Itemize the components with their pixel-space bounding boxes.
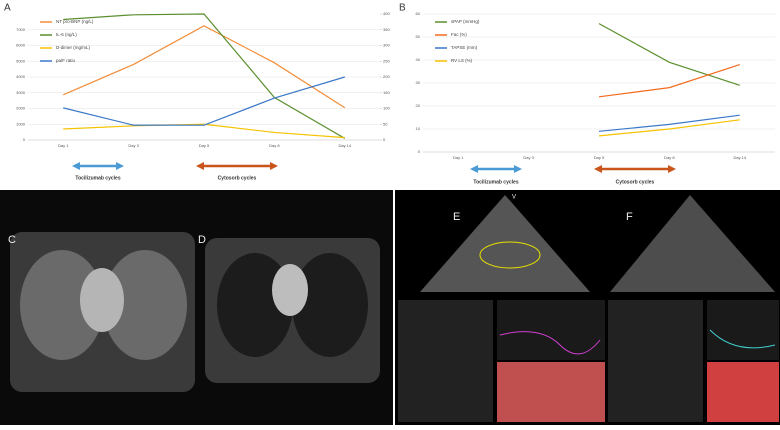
y-tick-label: 1000 xyxy=(16,121,26,126)
panel-label: E xyxy=(453,211,460,223)
y-tick-label: 10 xyxy=(416,126,421,131)
legend-label: sPAP (mmHg) xyxy=(451,19,480,24)
series-line xyxy=(63,13,346,139)
panel-label: B xyxy=(399,3,406,14)
x-tick-label: Day 8 xyxy=(269,143,280,148)
annotation: Cytosorb cycles xyxy=(218,175,257,181)
x-tick-label: Day 1 xyxy=(58,143,69,148)
echo-images: E F V xyxy=(395,190,780,425)
legend-label: D-dimer (mg/mL) xyxy=(56,45,91,50)
panel-label: C xyxy=(8,234,16,246)
strain-curve xyxy=(497,300,605,360)
y-tick-label: 0 xyxy=(418,149,421,154)
strain-map xyxy=(497,362,605,422)
panel-b: B 0 10 20 30 40 50 60 Day 1 Day 3 Day 5 Day 8 Day 14… xyxy=(399,3,775,185)
series-line xyxy=(598,119,740,137)
echo-fan xyxy=(420,195,590,292)
strain-view xyxy=(398,300,493,422)
echo-fan xyxy=(610,195,775,292)
y2-tick-label: 0 xyxy=(383,137,386,142)
legend-label: IL-6 (ng/L) xyxy=(56,32,77,37)
arrow-head xyxy=(668,165,676,173)
arrows xyxy=(72,162,676,173)
y2-tick-label: 200 xyxy=(383,74,390,79)
y2-tick-label: 100 xyxy=(383,106,390,111)
series-line xyxy=(598,64,740,98)
lung xyxy=(103,250,187,360)
y-tick-label: 40 xyxy=(416,57,421,62)
arrow-head xyxy=(594,165,602,173)
x-tick-label: Day 3 xyxy=(523,155,534,160)
x-tick-label: Day 8 xyxy=(664,155,675,160)
marker-label: V xyxy=(512,195,516,201)
y2-tick-label: 150 xyxy=(383,90,390,95)
legend-label: Fac (%) xyxy=(451,32,467,37)
legend-label: TAPSE (mm) xyxy=(451,45,478,50)
arrow-head xyxy=(514,165,522,173)
strain-curve xyxy=(707,300,779,360)
curve xyxy=(709,329,776,349)
heart xyxy=(272,264,308,316)
curve xyxy=(499,331,601,355)
annotation: Tocilizumab cycles xyxy=(473,179,518,185)
annotation: Tocilizumab cycles xyxy=(75,175,120,181)
x-tick-label: Day 14 xyxy=(733,155,746,160)
series-line xyxy=(598,114,740,132)
arrow-head xyxy=(116,162,124,170)
panel-label: D xyxy=(198,234,206,246)
heart xyxy=(80,268,124,332)
arrow-head xyxy=(270,162,278,170)
y-tick-label: 4000 xyxy=(16,74,26,79)
y-tick-label: 6000 xyxy=(16,43,26,48)
y-tick-label: 7000 xyxy=(16,27,26,32)
x-tick-label: Day 3 xyxy=(128,143,139,148)
lung xyxy=(292,253,368,357)
strain-map xyxy=(707,362,779,422)
arrow-head xyxy=(470,165,478,173)
y-tick-label: 0 xyxy=(23,137,26,142)
series-line xyxy=(63,76,345,126)
panel-label: A xyxy=(4,3,11,14)
annotation: Cytosorb cycles xyxy=(616,179,655,185)
series-line xyxy=(63,123,345,139)
y-tick-label: 60 xyxy=(416,11,421,16)
arrow-head xyxy=(72,162,80,170)
y-tick-label: 2000 xyxy=(16,106,26,111)
y-tick-label: 5000 xyxy=(16,58,26,63)
x-tick-label: Day 14 xyxy=(338,143,351,148)
series-line xyxy=(62,25,346,109)
legend-label: pa/F ratio xyxy=(56,58,76,63)
y2-tick-label: 50 xyxy=(383,121,388,126)
legend-label: NT pro-BNP (ng/L) xyxy=(56,19,94,24)
panel-label: F xyxy=(626,211,633,223)
y-tick-label: 3000 xyxy=(16,90,26,95)
lung xyxy=(20,250,104,360)
x-tick-label: Day 1 xyxy=(453,155,464,160)
series-line xyxy=(598,23,740,86)
roi xyxy=(479,241,541,269)
panel-a: A 0 1000 2000 3000 4000 5000 6000 7000 0 50 100 150 2… xyxy=(4,3,390,182)
y2-tick-label: 250 xyxy=(383,58,390,63)
y-tick-label: 30 xyxy=(416,80,421,85)
y2-tick-label: 300 xyxy=(383,43,390,48)
y-tick-label: 20 xyxy=(416,103,421,108)
y-tick-label: 50 xyxy=(416,34,421,39)
ct-images: C D xyxy=(0,190,393,425)
legend-label: RV LS (%) xyxy=(451,58,473,63)
strain-view xyxy=(608,300,703,422)
y2-tick-label: 400 xyxy=(383,11,390,16)
x-tick-label: Day 5 xyxy=(199,143,210,148)
x-tick-label: Day 5 xyxy=(594,155,605,160)
arrow-head xyxy=(196,162,204,170)
y2-tick-label: 350 xyxy=(383,27,390,32)
